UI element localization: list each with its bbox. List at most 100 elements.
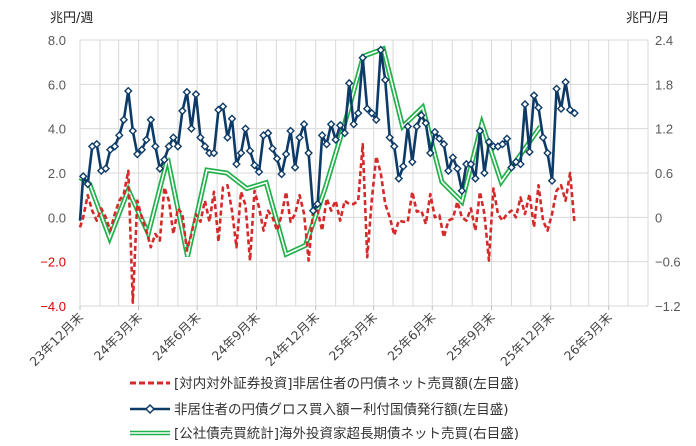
x-tick-label: 23年12月末 xyxy=(27,309,87,369)
left-tick-label: 4.0 xyxy=(48,122,66,137)
x-tick-label: 25年6月末 xyxy=(384,309,438,363)
data-point-gross-purchase xyxy=(435,134,444,143)
data-point-gross-purchase xyxy=(227,114,237,123)
data-point-gross-purchase xyxy=(317,131,327,140)
data-point-gross-purchase xyxy=(250,160,259,170)
data-point-gross-purchase xyxy=(561,77,570,87)
data-point-gross-purchase xyxy=(421,118,431,128)
x-tick-label: 25年9月末 xyxy=(444,309,498,363)
x-tick-label: 26年3月末 xyxy=(561,309,615,363)
data-point-gross-purchase xyxy=(268,144,277,153)
left-axis-unit: 兆円/週 xyxy=(50,11,93,26)
data-point-gross-purchase xyxy=(502,134,512,143)
data-point-gross-purchase xyxy=(146,115,156,125)
data-point-gross-purchase xyxy=(362,104,372,114)
data-point-gross-purchase xyxy=(182,87,192,97)
data-point-gross-purchase xyxy=(200,142,210,151)
data-point-gross-purchase xyxy=(151,142,160,151)
data-point-gross-purchase xyxy=(538,133,548,142)
data-point-gross-purchase xyxy=(525,147,534,157)
data-point-gross-purchase xyxy=(371,115,381,125)
data-point-gross-purchase xyxy=(471,174,480,183)
series-line-net-trading xyxy=(78,142,576,304)
right-tick-label: 1.8 xyxy=(655,77,673,92)
left-axis-ticks: 8.0 6.0 4.0 2.0 0.0 −2.0 −4.0 xyxy=(40,33,66,314)
data-point-gross-purchase xyxy=(223,133,232,142)
legend: [対内対外証券投資]非居住者の円債ネット売買額(左目盛) 非居住者の円債グロス買… xyxy=(130,376,519,442)
left-tick-label: −4.0 xyxy=(40,299,66,314)
data-point-gross-purchase xyxy=(124,86,133,96)
data-point-gross-purchase xyxy=(408,157,417,167)
legend-label-red: [対内対外証券投資]非居住者の円債ネット売買額(左目盛) xyxy=(174,376,519,392)
legend-label-blue: 非居住者の円債グロス買入額ー利付国債発行額(左目盛) xyxy=(174,402,509,418)
right-axis-unit: 兆円/月 xyxy=(626,11,669,26)
x-tick-label: 25年12月末 xyxy=(497,309,557,369)
data-point-gross-purchase xyxy=(331,135,340,145)
right-tick-label: 1.2 xyxy=(655,122,673,137)
data-point-gross-purchase xyxy=(376,45,386,55)
data-point-gross-purchase xyxy=(448,153,458,162)
data-point-gross-purchase xyxy=(398,162,408,171)
data-point-gross-purchase xyxy=(209,148,219,158)
right-tick-label: 0.6 xyxy=(655,166,673,181)
data-point-gross-purchase xyxy=(214,105,223,115)
data-point-gross-purchase xyxy=(164,142,174,151)
left-tick-label: 6.0 xyxy=(48,77,66,92)
data-point-gross-purchase xyxy=(439,139,449,149)
data-point-gross-purchase xyxy=(516,159,525,169)
x-tick-label: 24年12月末 xyxy=(262,309,322,369)
data-point-gross-purchase xyxy=(191,90,201,99)
data-point-gross-purchase xyxy=(155,164,165,173)
data-point-gross-purchase xyxy=(142,135,151,145)
data-point-gross-purchase xyxy=(565,105,575,115)
data-point-gross-purchase xyxy=(556,104,566,114)
data-point-gross-purchase xyxy=(286,126,295,136)
data-point-gross-purchase xyxy=(367,108,377,118)
data-point-gross-purchase xyxy=(173,142,183,151)
data-point-gross-purchase xyxy=(412,122,422,131)
data-point-gross-purchase xyxy=(507,163,516,172)
data-point-gross-purchase xyxy=(196,133,205,142)
data-point-gross-purchase xyxy=(178,106,187,116)
data-point-gross-purchase xyxy=(133,149,142,159)
data-point-gross-purchase xyxy=(570,108,579,118)
data-point-gross-purchase xyxy=(114,131,124,140)
data-point-gross-purchase xyxy=(295,133,304,142)
data-point-gross-purchase xyxy=(466,159,476,169)
data-point-gross-purchase xyxy=(480,168,489,178)
x-tick-label: 24年3月末 xyxy=(91,309,145,363)
data-point-gross-purchase xyxy=(281,149,291,159)
series-layer xyxy=(78,45,579,304)
data-point-gross-purchase xyxy=(308,206,318,215)
data-point-gross-purchase xyxy=(389,142,399,151)
data-point-gross-purchase xyxy=(128,126,138,136)
data-point-gross-purchase xyxy=(520,99,530,109)
data-point-gross-purchase xyxy=(403,122,413,131)
right-axis-ticks: 2.4 1.8 1.2 0.6 0 −0.6 −1.2 xyxy=(655,33,681,314)
data-point-gross-purchase xyxy=(511,157,521,167)
data-point-gross-purchase xyxy=(313,199,322,209)
right-tick-label: 0 xyxy=(655,210,662,225)
data-point-gross-purchase xyxy=(417,111,426,120)
data-point-gross-purchase xyxy=(444,166,453,176)
data-point-gross-purchase xyxy=(430,127,440,137)
data-point-gross-purchase xyxy=(277,169,286,179)
data-point-gross-purchase xyxy=(547,176,557,186)
data-point-gross-purchase xyxy=(218,102,228,111)
left-tick-label: 2.0 xyxy=(48,166,66,181)
data-point-gross-purchase xyxy=(241,124,250,133)
data-point-gross-purchase xyxy=(426,148,435,158)
x-tick-label: 24年6月末 xyxy=(149,309,203,363)
data-point-gross-purchase xyxy=(380,75,390,85)
data-point-gross-purchase xyxy=(110,142,120,151)
data-point-gross-purchase xyxy=(78,172,88,181)
x-tick-label: 24年9月末 xyxy=(209,309,263,363)
data-point-gross-purchase xyxy=(290,163,300,172)
data-point-gross-purchase xyxy=(353,108,363,118)
data-point-gross-purchase xyxy=(344,78,354,88)
data-point-gross-purchase xyxy=(236,148,246,158)
diamond-marker-icon xyxy=(144,403,156,415)
data-point-gross-purchase xyxy=(498,139,507,149)
data-point-gross-purchase xyxy=(304,148,313,158)
